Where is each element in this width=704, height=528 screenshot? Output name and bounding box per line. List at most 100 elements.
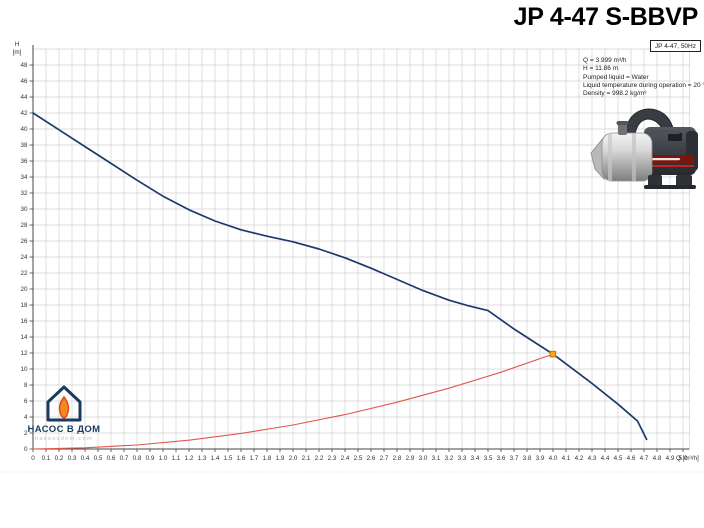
svg-text:0.5: 0.5 bbox=[94, 455, 103, 462]
vendor-logo: НАСОС В ДОМ nasosvdom.com bbox=[18, 383, 110, 442]
pump-photo bbox=[590, 108, 698, 189]
svg-text:0.8: 0.8 bbox=[133, 455, 142, 462]
pump-curve bbox=[32, 112, 648, 441]
svg-text:0: 0 bbox=[24, 446, 28, 453]
duty-point-info-line: Q = 3.999 m³/h bbox=[583, 57, 627, 64]
svg-text:16: 16 bbox=[20, 318, 28, 325]
svg-text:1.8: 1.8 bbox=[263, 455, 272, 462]
svg-text:24: 24 bbox=[20, 254, 28, 261]
svg-text:20: 20 bbox=[20, 286, 28, 293]
svg-text:4.4: 4.4 bbox=[601, 455, 610, 462]
svg-text:2.2: 2.2 bbox=[315, 455, 324, 462]
chart-tick-labels: 0 0.1 0.2 0.3 0.4 0.5 0.6 0.7 0.8 0.9 1.0 1.1 1.2 1.3… bbox=[20, 62, 687, 462]
svg-text:2.3: 2.3 bbox=[328, 455, 337, 462]
chart-grid bbox=[33, 48, 690, 449]
svg-text:[m]: [m] bbox=[13, 49, 22, 56]
chart-ticks bbox=[29, 64, 684, 452]
svg-text:2.0: 2.0 bbox=[289, 455, 298, 462]
svg-text:4.7: 4.7 bbox=[640, 455, 649, 462]
svg-text:4.0: 4.0 bbox=[549, 455, 558, 462]
svg-text:Q [m³/h]: Q [m³/h] bbox=[676, 455, 699, 462]
vendor-logo-site: nasosvdom.com bbox=[34, 436, 94, 442]
svg-text:12: 12 bbox=[20, 350, 28, 357]
svg-text:1.7: 1.7 bbox=[250, 455, 259, 462]
svg-text:5.0: 5.0 bbox=[679, 455, 688, 462]
svg-text:3.7: 3.7 bbox=[510, 455, 519, 462]
svg-text:H: H bbox=[15, 41, 20, 48]
svg-text:0.7: 0.7 bbox=[120, 455, 129, 462]
svg-text:0.4: 0.4 bbox=[81, 455, 90, 462]
grundfos-brand-band bbox=[646, 155, 694, 167]
svg-text:10: 10 bbox=[20, 366, 28, 373]
svg-text:44: 44 bbox=[20, 94, 28, 101]
svg-text:4.2: 4.2 bbox=[575, 455, 584, 462]
svg-text:0: 0 bbox=[31, 455, 35, 462]
svg-text:1.9: 1.9 bbox=[276, 455, 285, 462]
svg-text:0.3: 0.3 bbox=[68, 455, 77, 462]
svg-text:3.8: 3.8 bbox=[523, 455, 532, 462]
svg-text:4: 4 bbox=[24, 414, 28, 421]
svg-text:0.2: 0.2 bbox=[55, 455, 64, 462]
svg-text:1.6: 1.6 bbox=[237, 455, 246, 462]
svg-text:3.5: 3.5 bbox=[484, 455, 493, 462]
svg-text:1.2: 1.2 bbox=[185, 455, 194, 462]
svg-text:0.9: 0.9 bbox=[146, 455, 155, 462]
svg-text:38: 38 bbox=[20, 142, 28, 149]
svg-text:42: 42 bbox=[20, 110, 28, 117]
svg-text:2.1: 2.1 bbox=[302, 455, 311, 462]
svg-text:0.1: 0.1 bbox=[42, 455, 51, 462]
svg-text:18: 18 bbox=[20, 302, 28, 309]
svg-text:46: 46 bbox=[20, 78, 28, 85]
duty-point-info-line: H = 11.86 m bbox=[583, 65, 619, 73]
svg-text:3.2: 3.2 bbox=[445, 455, 454, 462]
svg-text:0.6: 0.6 bbox=[107, 455, 116, 462]
svg-text:4.8: 4.8 bbox=[653, 455, 662, 462]
vendor-logo-name: НАСОС В ДОМ bbox=[27, 424, 101, 435]
chart-axis-unit-labels: H[m] Q [m³/h] bbox=[13, 41, 699, 462]
svg-text:4.9: 4.9 bbox=[666, 455, 675, 462]
svg-text:3.9: 3.9 bbox=[536, 455, 545, 462]
svg-text:2.5: 2.5 bbox=[354, 455, 363, 462]
operating-point-marker bbox=[549, 350, 557, 358]
svg-text:1.1: 1.1 bbox=[172, 455, 181, 462]
svg-text:2: 2 bbox=[24, 430, 28, 437]
svg-text:4.6: 4.6 bbox=[627, 455, 636, 462]
svg-text:3.4: 3.4 bbox=[471, 455, 480, 462]
model-label-box: JP 4-47, 50Hz bbox=[649, 40, 701, 52]
svg-text:1.0: 1.0 bbox=[159, 455, 168, 462]
svg-text:22: 22 bbox=[20, 270, 28, 277]
svg-text:26: 26 bbox=[20, 238, 28, 245]
svg-text:14: 14 bbox=[20, 334, 28, 341]
svg-text:36: 36 bbox=[20, 158, 28, 165]
duty-point-info-line: Density = 998.2 kg/m³ bbox=[583, 90, 647, 98]
svg-text:3.0: 3.0 bbox=[419, 455, 428, 462]
svg-text:2.4: 2.4 bbox=[341, 455, 350, 462]
svg-text:4.1: 4.1 bbox=[562, 455, 571, 462]
svg-text:30: 30 bbox=[20, 206, 28, 213]
svg-text:2.9: 2.9 bbox=[406, 455, 415, 462]
svg-text:40: 40 bbox=[20, 126, 28, 133]
duty-point-info-line: Pumped liquid = Water bbox=[583, 73, 649, 81]
house-flame-icon bbox=[46, 385, 82, 422]
pump-body-shape bbox=[590, 121, 653, 182]
duty-point-info: Q = 3.999 m³/h H = 11.86 m Pumped liquid =… bbox=[583, 57, 704, 98]
svg-text:4.3: 4.3 bbox=[588, 455, 597, 462]
system-curve bbox=[32, 353, 554, 450]
svg-text:48: 48 bbox=[20, 62, 28, 69]
svg-text:2.8: 2.8 bbox=[393, 455, 402, 462]
svg-text:4.5: 4.5 bbox=[614, 455, 623, 462]
svg-text:28: 28 bbox=[20, 222, 28, 229]
svg-text:1.5: 1.5 bbox=[224, 455, 233, 462]
svg-text:1.4: 1.4 bbox=[211, 455, 220, 462]
svg-text:3.1: 3.1 bbox=[432, 455, 441, 462]
svg-text:3.6: 3.6 bbox=[497, 455, 506, 462]
duty-point-info-line: Liquid temperature during operation = 20… bbox=[583, 81, 704, 89]
svg-text:3.3: 3.3 bbox=[458, 455, 467, 462]
svg-text:2.7: 2.7 bbox=[380, 455, 389, 462]
pump-feet-shape bbox=[644, 175, 696, 189]
svg-text:8: 8 bbox=[24, 382, 28, 389]
svg-text:6: 6 bbox=[24, 398, 28, 405]
svg-text:1.3: 1.3 bbox=[198, 455, 207, 462]
